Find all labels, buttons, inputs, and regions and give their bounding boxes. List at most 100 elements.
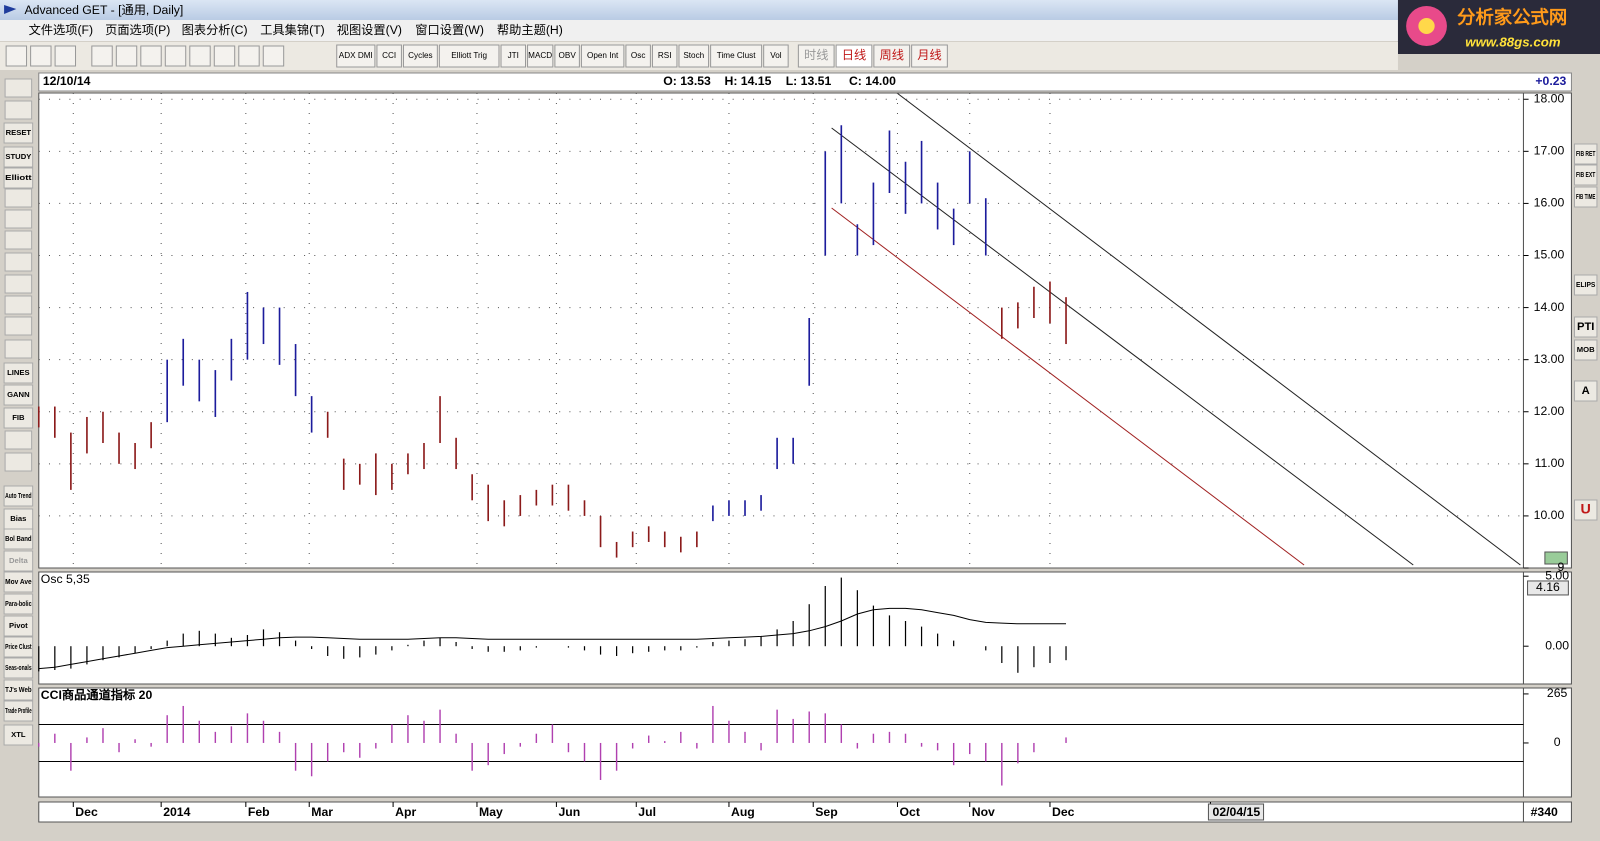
period-label[interactable]: 周线 (880, 48, 904, 62)
study-button[interactable] (625, 44, 651, 68)
tool-label[interactable]: RESET (6, 128, 32, 137)
tool-label[interactable]: TJ's Web (5, 685, 32, 694)
tool-button[interactable] (262, 45, 285, 67)
tool-button[interactable] (3, 615, 34, 637)
tool-icon[interactable] (4, 100, 33, 120)
period-button[interactable] (911, 44, 948, 68)
tool-label[interactable]: Para-bolic (5, 599, 32, 608)
tool-button[interactable] (1573, 186, 1598, 208)
study-button[interactable] (527, 44, 554, 68)
menu-item[interactable]: 视图设置(V) (337, 22, 402, 37)
tool-icon[interactable] (4, 252, 33, 272)
tool-icon[interactable] (4, 316, 33, 336)
study-label[interactable]: Time Clust (717, 51, 756, 60)
menu-item[interactable]: 帮助主题(H) (497, 23, 563, 37)
tool-label[interactable]: Price Clust (5, 642, 32, 651)
study-label[interactable]: JTI (508, 51, 519, 60)
study-button[interactable] (336, 44, 376, 68)
tool-button[interactable] (3, 571, 34, 593)
tool-button[interactable] (3, 657, 34, 679)
study-button[interactable] (438, 44, 500, 68)
tool-button[interactable] (5, 45, 28, 67)
zoom-icon[interactable] (1544, 551, 1568, 565)
tool-button[interactable] (1573, 380, 1598, 402)
menu-item[interactable]: 页面选项(P) (105, 23, 170, 37)
period-label[interactable]: 时线 (804, 48, 828, 62)
period-button[interactable] (835, 44, 873, 68)
tool-button[interactable] (1573, 164, 1598, 186)
study-label[interactable]: Elliott Trig (451, 51, 487, 60)
tool-icon[interactable] (4, 209, 33, 229)
study-label[interactable]: CCI (382, 51, 396, 60)
tool-label[interactable]: STUDY (5, 152, 31, 161)
period-label[interactable]: 日线 (842, 48, 866, 62)
tool-button[interactable] (238, 45, 260, 67)
tool-icon[interactable] (4, 230, 33, 250)
tool-button[interactable] (3, 528, 34, 550)
tool-icon[interactable] (4, 295, 33, 315)
study-button[interactable] (500, 44, 527, 68)
tool-label[interactable]: A (1582, 385, 1590, 397)
tool-label[interactable]: Bol Band (5, 534, 32, 543)
tool-label[interactable]: MOB (1577, 345, 1595, 354)
tool-label[interactable]: PTI (1577, 321, 1594, 333)
study-button[interactable] (678, 44, 710, 68)
tool-button[interactable] (213, 45, 236, 67)
tool-button[interactable] (3, 384, 34, 406)
menu-item[interactable]: 文件选项(F) (29, 22, 94, 37)
study-button[interactable] (763, 44, 789, 68)
tool-label[interactable]: Mov Ave (5, 577, 32, 586)
tool-label[interactable]: LINES (7, 368, 30, 377)
tool-button[interactable] (30, 45, 52, 67)
tool-label[interactable]: FIB TIME (1576, 192, 1595, 201)
study-label[interactable]: MACD (528, 51, 552, 60)
tool-button[interactable] (3, 593, 34, 615)
study-button[interactable] (651, 44, 678, 68)
study-label[interactable]: Open Int (587, 51, 619, 60)
tool-icon[interactable] (4, 430, 33, 450)
tool-label[interactable]: XTL (11, 730, 26, 739)
study-label[interactable]: Osc (631, 51, 646, 60)
tool-label[interactable]: FIB EXT (1576, 170, 1596, 179)
tool-label[interactable]: U (1581, 501, 1591, 517)
tool-button[interactable] (115, 45, 138, 67)
tool-button[interactable] (91, 45, 113, 67)
study-button[interactable] (402, 44, 438, 68)
tool-button[interactable] (3, 550, 34, 572)
study-label[interactable]: OBV (559, 51, 577, 60)
study-label[interactable]: Vol (770, 51, 782, 60)
tool-label[interactable]: FIB (12, 413, 25, 422)
study-label[interactable]: Stoch (683, 51, 704, 60)
tool-icon[interactable] (4, 188, 33, 208)
tool-label[interactable]: Auto Trend (5, 491, 32, 500)
tool-label[interactable]: Elliott (5, 173, 32, 182)
period-label[interactable]: 月线 (917, 48, 941, 62)
tool-label[interactable]: Trade Profile (5, 706, 32, 715)
tool-button[interactable] (54, 45, 77, 67)
tool-button[interactable] (140, 45, 162, 67)
study-label[interactable]: RSI (658, 51, 672, 60)
tool-label[interactable]: GANN (7, 390, 30, 399)
study-button[interactable] (580, 44, 625, 68)
tool-button[interactable] (3, 485, 34, 507)
tool-label[interactable]: Bias (10, 514, 26, 523)
study-button[interactable] (710, 44, 763, 68)
tool-button[interactable] (3, 724, 34, 746)
tool-button[interactable] (3, 700, 34, 722)
study-button[interactable] (554, 44, 580, 68)
study-button[interactable] (376, 44, 402, 68)
tool-label[interactable]: FIB RET (1576, 149, 1596, 158)
tool-button[interactable] (3, 146, 34, 168)
tool-button[interactable] (164, 45, 187, 67)
tool-button[interactable] (189, 45, 211, 67)
menu-item[interactable]: 工具集锦(T) (260, 22, 325, 37)
tool-button[interactable] (1573, 274, 1598, 296)
tool-icon[interactable] (4, 78, 33, 98)
menu-item[interactable]: 窗口设置(W) (415, 23, 484, 37)
tool-button[interactable] (1573, 143, 1598, 165)
study-label[interactable]: ADX DMI (339, 51, 373, 60)
tool-icon[interactable] (4, 274, 33, 294)
study-label[interactable]: Cycles (408, 51, 432, 60)
tool-button[interactable] (1573, 499, 1598, 521)
tool-label[interactable]: Delta (9, 556, 28, 565)
